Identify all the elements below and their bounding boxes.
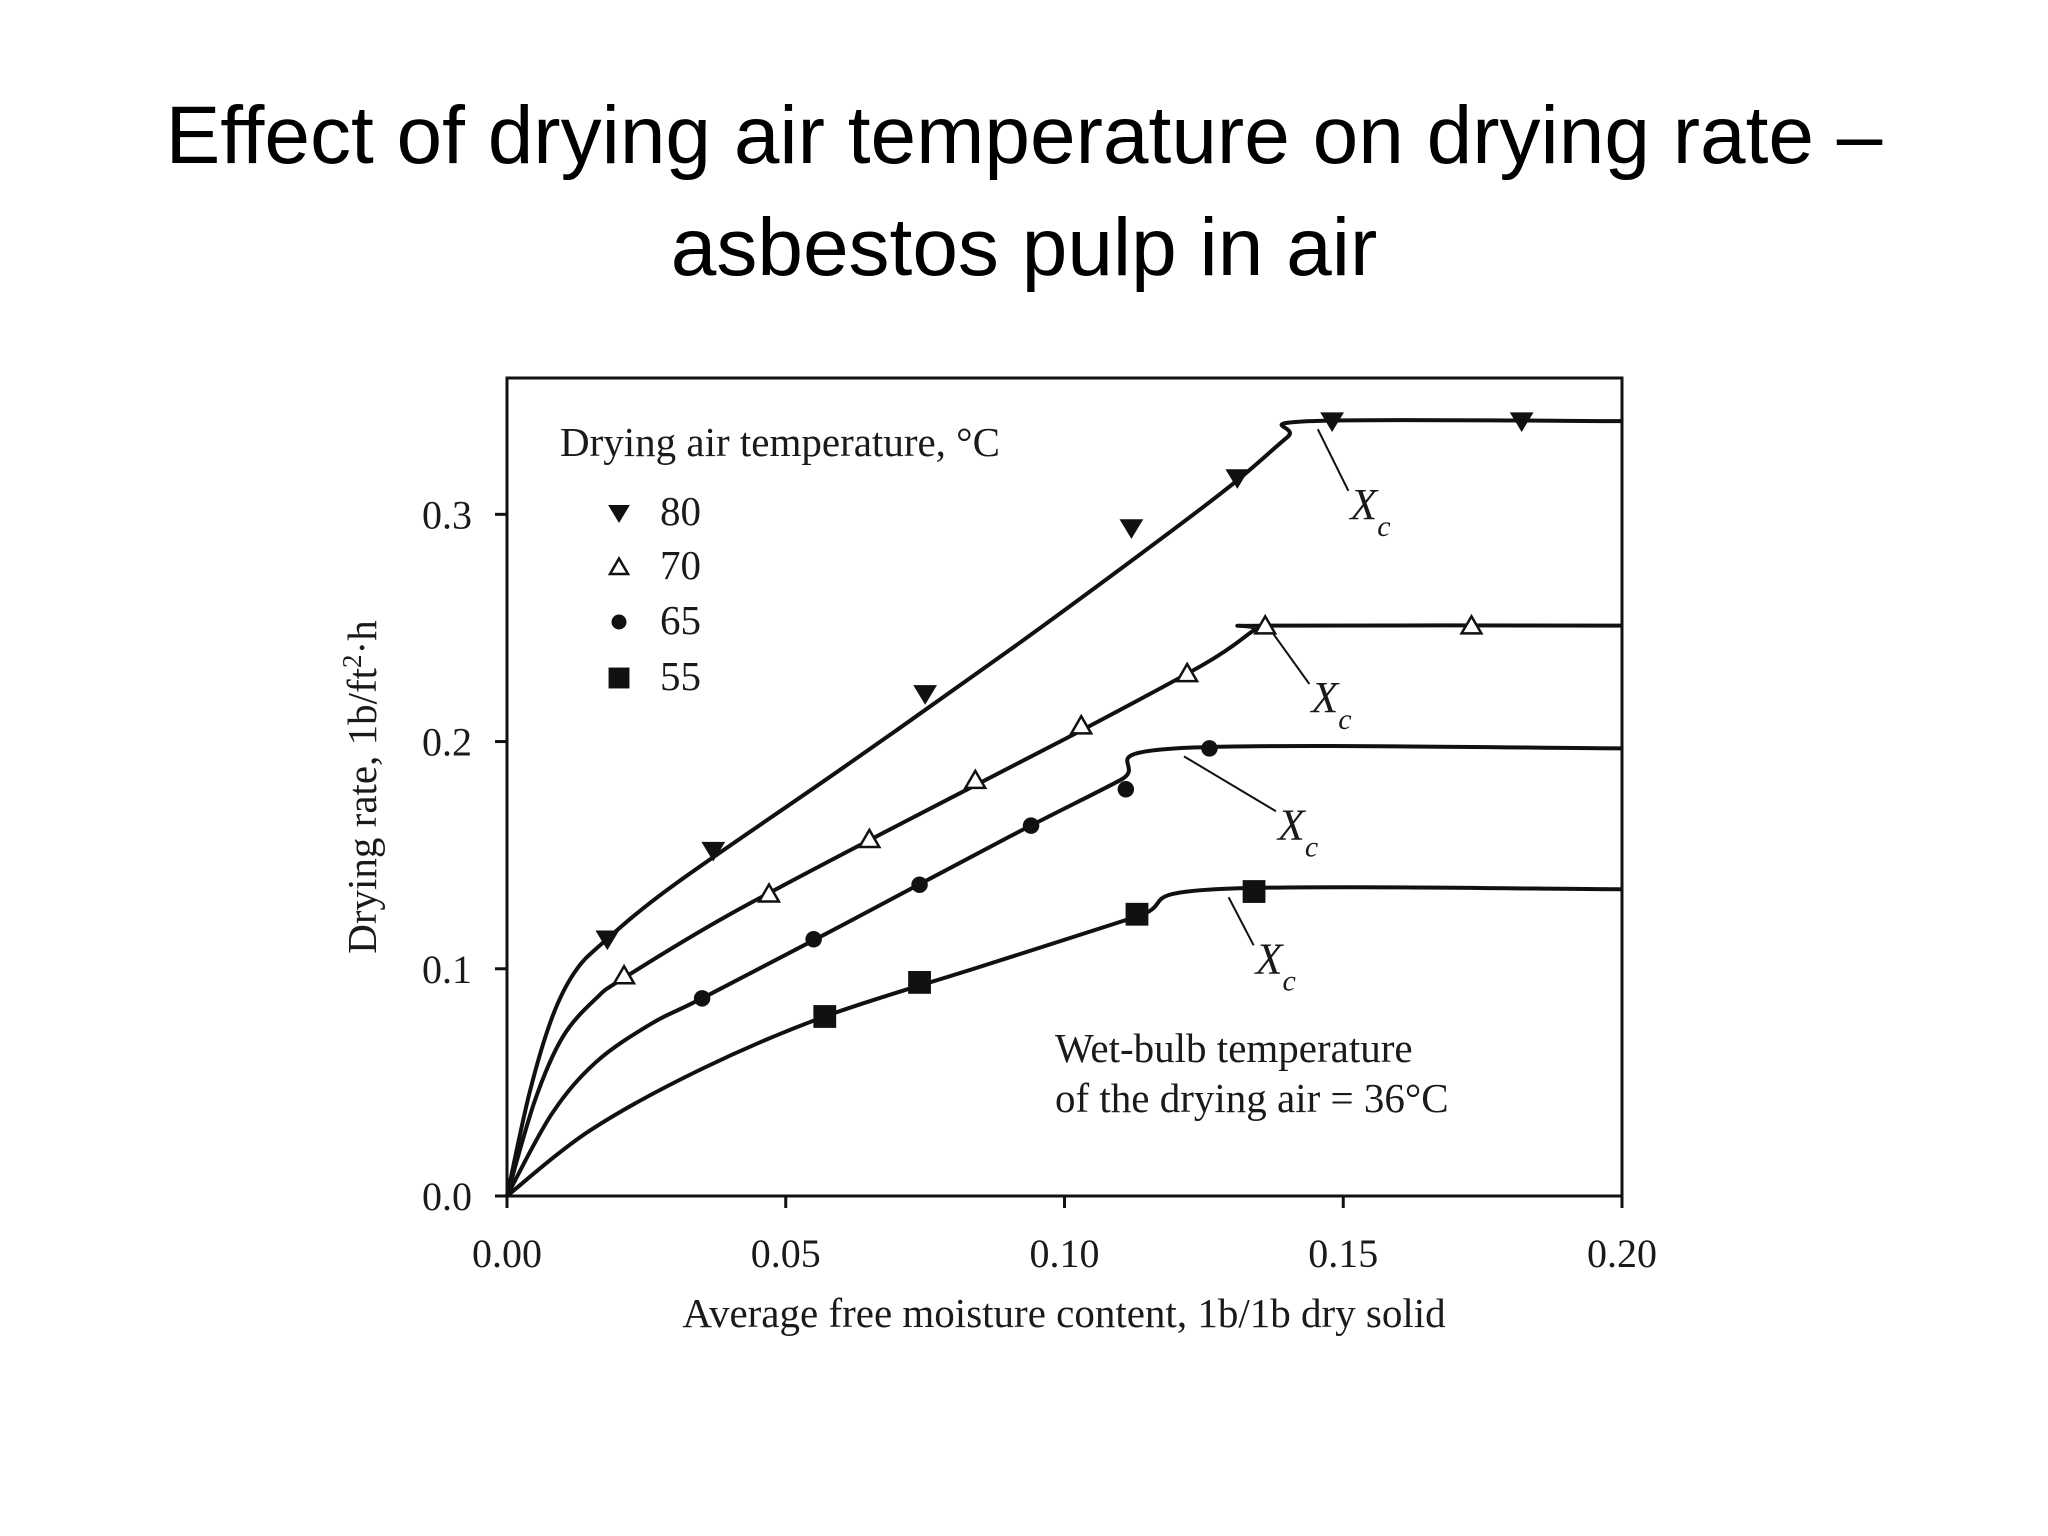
x-tick-label: 0.15: [1308, 1231, 1378, 1276]
slide-title-line-2: asbestos pulp in air: [670, 202, 1378, 293]
legend-marker-65: [611, 614, 627, 630]
series-65-point: [805, 930, 822, 948]
slide-title: Effect of drying air temperature on dryi…: [0, 80, 2048, 304]
xc-label-80: Xc: [1348, 480, 1390, 543]
series-55-point: [908, 971, 931, 994]
annotation-line-1: Wet-bulb temperature: [1055, 1025, 1413, 1071]
legend-label-70: 70: [660, 542, 701, 588]
annotations: Xc Xc Xc Xc: [1183, 428, 1391, 997]
series-65-point: [1117, 781, 1135, 798]
xc-leader-80: [1316, 428, 1350, 492]
series-55-point: [1242, 880, 1266, 903]
series-80-point: [1225, 469, 1250, 489]
legend-label-65: 65: [660, 597, 701, 643]
series-70-line: [505, 623, 1623, 1197]
slide-title-line-1: Effect of drying air temperature on dryi…: [165, 90, 1883, 181]
legend: Drying air temperature, °C 80 70 65 55: [560, 419, 1000, 699]
x-axis-label: Average free moisture content, 1b/1b dry…: [682, 1290, 1445, 1336]
legend-label-55: 55: [660, 653, 701, 699]
series-80-point: [1320, 412, 1344, 433]
legend-label-80: 80: [660, 488, 701, 534]
series-80-point: [701, 841, 726, 862]
series-65-point: [693, 990, 711, 1007]
series-55-point: [1125, 902, 1149, 926]
series-markers: [595, 412, 1534, 1028]
xc-leader-70: [1272, 633, 1311, 685]
y-tick-label: 0.2: [422, 720, 472, 765]
x-tick-label: 0.10: [1030, 1231, 1100, 1276]
xc-leader-55: [1227, 896, 1255, 946]
legend-marker-80: [608, 505, 630, 523]
series-65-point: [1201, 740, 1218, 757]
x-tick-label: 0.20: [1587, 1231, 1657, 1276]
series-70-point: [1459, 613, 1484, 635]
series-70-point: [1069, 713, 1094, 735]
legend-marker-70: [607, 556, 631, 576]
legend-title: Drying air temperature, °C: [560, 419, 1000, 465]
series-80-point: [1509, 412, 1534, 433]
series-55-line: [505, 885, 1623, 1198]
xc-leader-65: [1183, 755, 1277, 813]
series-55-point: [813, 1005, 837, 1028]
series-70-point: [857, 827, 882, 849]
y-tick-label: 0.0: [422, 1174, 472, 1219]
series-70-point: [1175, 661, 1200, 683]
y-axis-label: Drying rate, 1b/ft2·h: [337, 620, 385, 953]
series-80-point: [1119, 519, 1144, 539]
series-70-point: [612, 963, 637, 985]
x-tick-label: 0.05: [751, 1231, 821, 1276]
y-tick-label: 0.3: [422, 492, 472, 537]
annotation-line-2: of the drying air = 36°C: [1055, 1075, 1449, 1121]
xc-label-70: Xc: [1309, 673, 1351, 736]
series-80-point: [913, 685, 938, 705]
xc-label-65: Xc: [1276, 800, 1318, 863]
series-70-point: [963, 768, 988, 790]
legend-marker-55: [608, 667, 630, 689]
axis-ticks: 0.00 0.05 0.10 0.15 0.20 0.0 0.1 0.2 0.3: [422, 492, 1657, 1276]
series-65-point: [911, 876, 928, 893]
series-curves: [505, 417, 1623, 1198]
x-tick-label: 0.00: [472, 1231, 542, 1276]
y-tick-label: 0.1: [422, 947, 472, 992]
series-80-line: [505, 417, 1623, 1197]
series-65-point: [1022, 817, 1040, 834]
series-70-point: [1253, 613, 1278, 635]
xc-label-55: Xc: [1254, 934, 1296, 997]
series-70-point: [756, 881, 782, 903]
series-80-point: [595, 930, 620, 951]
series-65-line: [505, 744, 1623, 1197]
